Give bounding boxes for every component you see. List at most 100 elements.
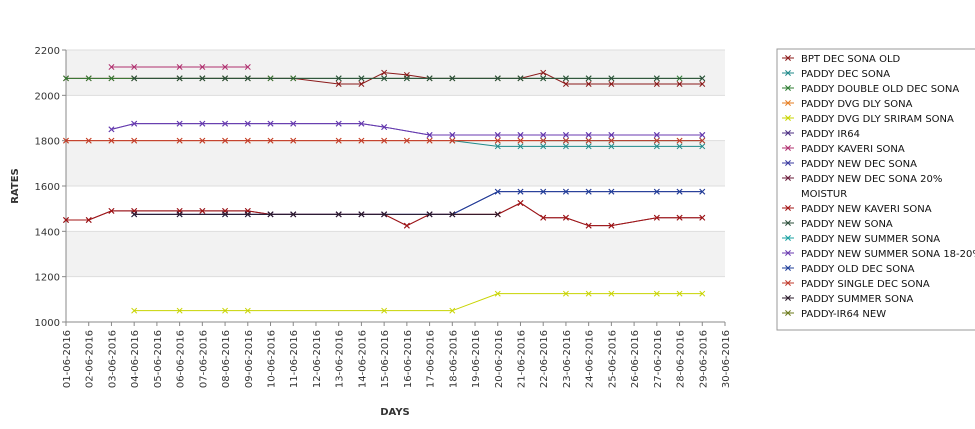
series-point <box>267 211 274 218</box>
legend-item: PADDY-IR64 NEW <box>782 309 886 320</box>
series-point <box>335 81 342 87</box>
series-point <box>85 217 92 223</box>
x-tick-label: 26-06-2016 <box>630 330 641 388</box>
legend-item: PADDY NEW DEC SONA 20% MOISTUR <box>782 174 942 200</box>
series-point <box>358 81 365 87</box>
legend-label: PADDY NEW DEC SONA 20% <box>801 174 942 185</box>
series-point <box>108 137 115 144</box>
x-tick-label: 16-06-2016 <box>403 330 414 388</box>
legend-swatch-marker <box>785 100 791 106</box>
series-point <box>540 137 547 144</box>
series-point <box>676 290 683 297</box>
y-tick-label: 1400 <box>35 227 60 238</box>
legend-label: PADDY NEW DEC SONA <box>801 159 917 170</box>
legend-item: PADDY KAVERI SONA <box>782 144 905 155</box>
series-point <box>585 81 592 87</box>
legend-label: PADDY DOUBLE OLD DEC SONA <box>801 84 959 95</box>
legend-swatch-marker <box>785 220 791 226</box>
series-point <box>335 120 342 127</box>
series-point <box>699 290 706 297</box>
series-point <box>426 137 433 144</box>
series-point <box>562 143 569 150</box>
series-point <box>676 143 683 150</box>
series-point <box>494 143 501 150</box>
legend-label: PADDY SUMMER SONA <box>801 294 913 305</box>
series-group <box>131 211 501 218</box>
series-point <box>699 75 706 82</box>
legend: BPT DEC SONA OLD PADDY DEC SONA PADDY DOUB… <box>776 48 975 331</box>
y-tick-labels: 1000 1200 1400 1600 1800 2000 2200 <box>35 46 66 329</box>
legend-label: BPT DEC SONA OLD <box>801 54 901 65</box>
legend-item: BPT DEC SONA OLD <box>782 54 901 65</box>
legend-swatch-marker <box>785 115 791 121</box>
x-tick-label: 22-06-2016 <box>539 330 550 388</box>
x-tick-label: 21-06-2016 <box>516 330 527 388</box>
series-point <box>85 137 92 144</box>
series-point <box>562 81 569 87</box>
series-point <box>653 132 660 138</box>
series-point <box>199 64 206 70</box>
legend-label: PADDY SINGLE DEC SONA <box>801 279 930 290</box>
legend-label: PADDY IR64 <box>801 129 860 140</box>
series-point <box>63 217 69 223</box>
x-tick-label: 04-06-2016 <box>130 330 141 388</box>
legend-swatch-marker <box>785 160 791 166</box>
series-point <box>494 75 501 82</box>
series-point <box>244 211 251 218</box>
series-point <box>199 137 206 144</box>
y-axis-title: RATES <box>10 168 21 204</box>
legend-swatch-marker <box>785 55 791 61</box>
legend-swatch-marker <box>785 205 791 211</box>
series-point <box>540 132 547 138</box>
x-tick-label: 19-06-2016 <box>471 330 482 388</box>
series-group <box>63 137 706 144</box>
series-point <box>267 120 274 127</box>
series-group <box>108 120 706 138</box>
y-tick-label: 2200 <box>35 46 60 57</box>
legend-label: PADDY OLD DEC SONA <box>801 264 915 275</box>
series-point <box>335 137 342 144</box>
legend-item: PADDY DVG DLY SONA <box>782 99 913 110</box>
legend-label: PADDY-IR64 NEW <box>801 309 886 320</box>
x-tick-label: 09-06-2016 <box>244 330 255 388</box>
series-point <box>540 214 547 221</box>
x-tick-label: 17-06-2016 <box>426 330 437 388</box>
series-point <box>108 126 115 133</box>
legend-label: PADDY DVG DLY SONA <box>801 99 913 110</box>
series-group <box>131 75 706 82</box>
series-group <box>131 290 706 314</box>
series-point <box>676 214 683 221</box>
series-point <box>108 75 115 82</box>
series-point <box>290 211 297 218</box>
series-point <box>426 211 433 218</box>
series-point <box>176 64 183 70</box>
series-point <box>244 120 251 127</box>
legend-swatch-marker <box>785 265 791 271</box>
series-point <box>494 211 501 218</box>
legend-label: PADDY DEC SONA <box>801 69 890 80</box>
x-tick-label: 28-06-2016 <box>676 330 687 388</box>
series-point <box>699 137 706 144</box>
x-tick-label: 02-06-2016 <box>85 330 96 388</box>
series-point <box>290 120 297 127</box>
grid-band <box>66 95 725 141</box>
series-point <box>449 132 456 138</box>
series-point <box>176 120 183 127</box>
series-point <box>199 75 206 82</box>
legend-swatch-marker <box>785 145 791 151</box>
legend-item: PADDY SUMMER SONA <box>782 294 913 305</box>
series-point <box>131 137 138 144</box>
series-point <box>131 307 138 314</box>
series-point <box>403 75 410 82</box>
series-point <box>699 132 706 138</box>
series-layer <box>63 64 706 314</box>
series-point <box>244 75 251 82</box>
series-point <box>540 69 547 76</box>
series-point <box>131 64 138 70</box>
series-point <box>131 120 138 127</box>
x-tick-label: 14-06-2016 <box>357 330 368 388</box>
series-point <box>335 211 342 218</box>
x-tick-label: 12-06-2016 <box>312 330 323 388</box>
series-point <box>540 75 547 82</box>
series-point <box>63 137 69 144</box>
